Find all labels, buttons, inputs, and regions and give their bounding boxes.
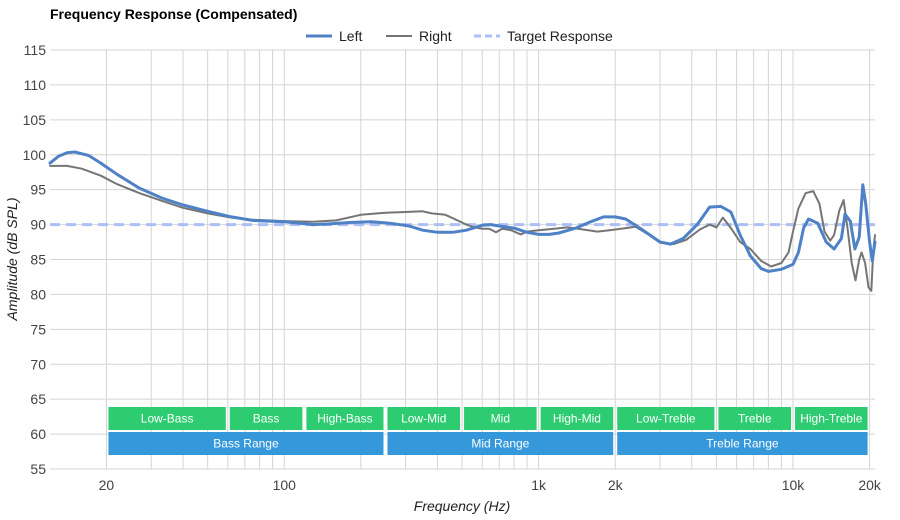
x-axis-label: Frequency (Hz) [414, 498, 510, 514]
band [108, 407, 226, 430]
x-tick-label: 20k [858, 477, 882, 493]
series-lines [48, 150, 877, 292]
y-tick-label: 55 [30, 461, 46, 477]
band-label: High-Treble [800, 412, 863, 426]
legend-entry[interactable]: Left [339, 28, 362, 44]
band-label: Low-Bass [141, 412, 194, 426]
x-tick-label: 100 [273, 477, 297, 493]
band-label: Bass [253, 412, 280, 426]
range-band [387, 432, 614, 455]
chart-title: Frequency Response (Compensated) [50, 6, 298, 22]
y-tick-label: 110 [24, 77, 47, 93]
band-label: High-Bass [317, 412, 372, 426]
x-tick-label: 20 [99, 477, 115, 493]
band [795, 407, 868, 430]
x-tick-label: 1k [531, 477, 547, 493]
range-band [108, 432, 384, 455]
band-label: Treble [738, 412, 772, 426]
band-label: Mid [491, 412, 510, 426]
x-tick-label: 2k [608, 477, 624, 493]
y-tick-label: 60 [30, 426, 46, 442]
y-tick-label: 105 [23, 112, 47, 128]
x-tick-labels: 20 100 1k 2k 10k 20k [99, 477, 882, 493]
y-tick-labels: 55 60 65 70 75 80 85 90 95 100 105 110 115 [23, 42, 47, 477]
band [718, 407, 792, 430]
band [229, 407, 303, 430]
range-band-label: Mid Range [471, 437, 529, 451]
y-axis-label: Amplitude (dB SPL) [4, 198, 20, 322]
band-label: High-Mid [553, 412, 601, 426]
frequency-bands: Low-Bass Bass High-Bass Low-Mid Mid High-Mid L… [108, 407, 868, 455]
band [617, 407, 715, 430]
band-label: Low-Mid [401, 412, 446, 426]
series-line-right [49, 164, 876, 292]
legend: Left Right Target Response [306, 28, 613, 44]
band [387, 407, 461, 430]
y-tick-label: 80 [30, 286, 46, 302]
range-band-label: Treble Range [706, 437, 779, 451]
grid-lines [50, 49, 875, 470]
band [464, 407, 537, 430]
y-tick-label: 95 [30, 182, 46, 198]
y-tick-label: 75 [30, 321, 46, 337]
band [306, 407, 384, 430]
y-tick-label: 65 [30, 391, 46, 407]
x-tick-label: 10k [782, 477, 806, 493]
band [540, 407, 614, 430]
legend-entry[interactable]: Right [419, 28, 452, 44]
y-tick-label: 100 [23, 147, 47, 163]
y-tick-label: 90 [30, 217, 46, 233]
band-label: Low-Treble [636, 412, 696, 426]
legend-entry[interactable]: Target Response [507, 28, 613, 44]
y-tick-label: 85 [30, 252, 46, 268]
y-tick-label: 70 [30, 356, 46, 372]
series-line-left [48, 150, 877, 273]
range-band [617, 432, 868, 455]
range-band-label: Bass Range [213, 437, 279, 451]
y-tick-label: 115 [24, 42, 47, 58]
